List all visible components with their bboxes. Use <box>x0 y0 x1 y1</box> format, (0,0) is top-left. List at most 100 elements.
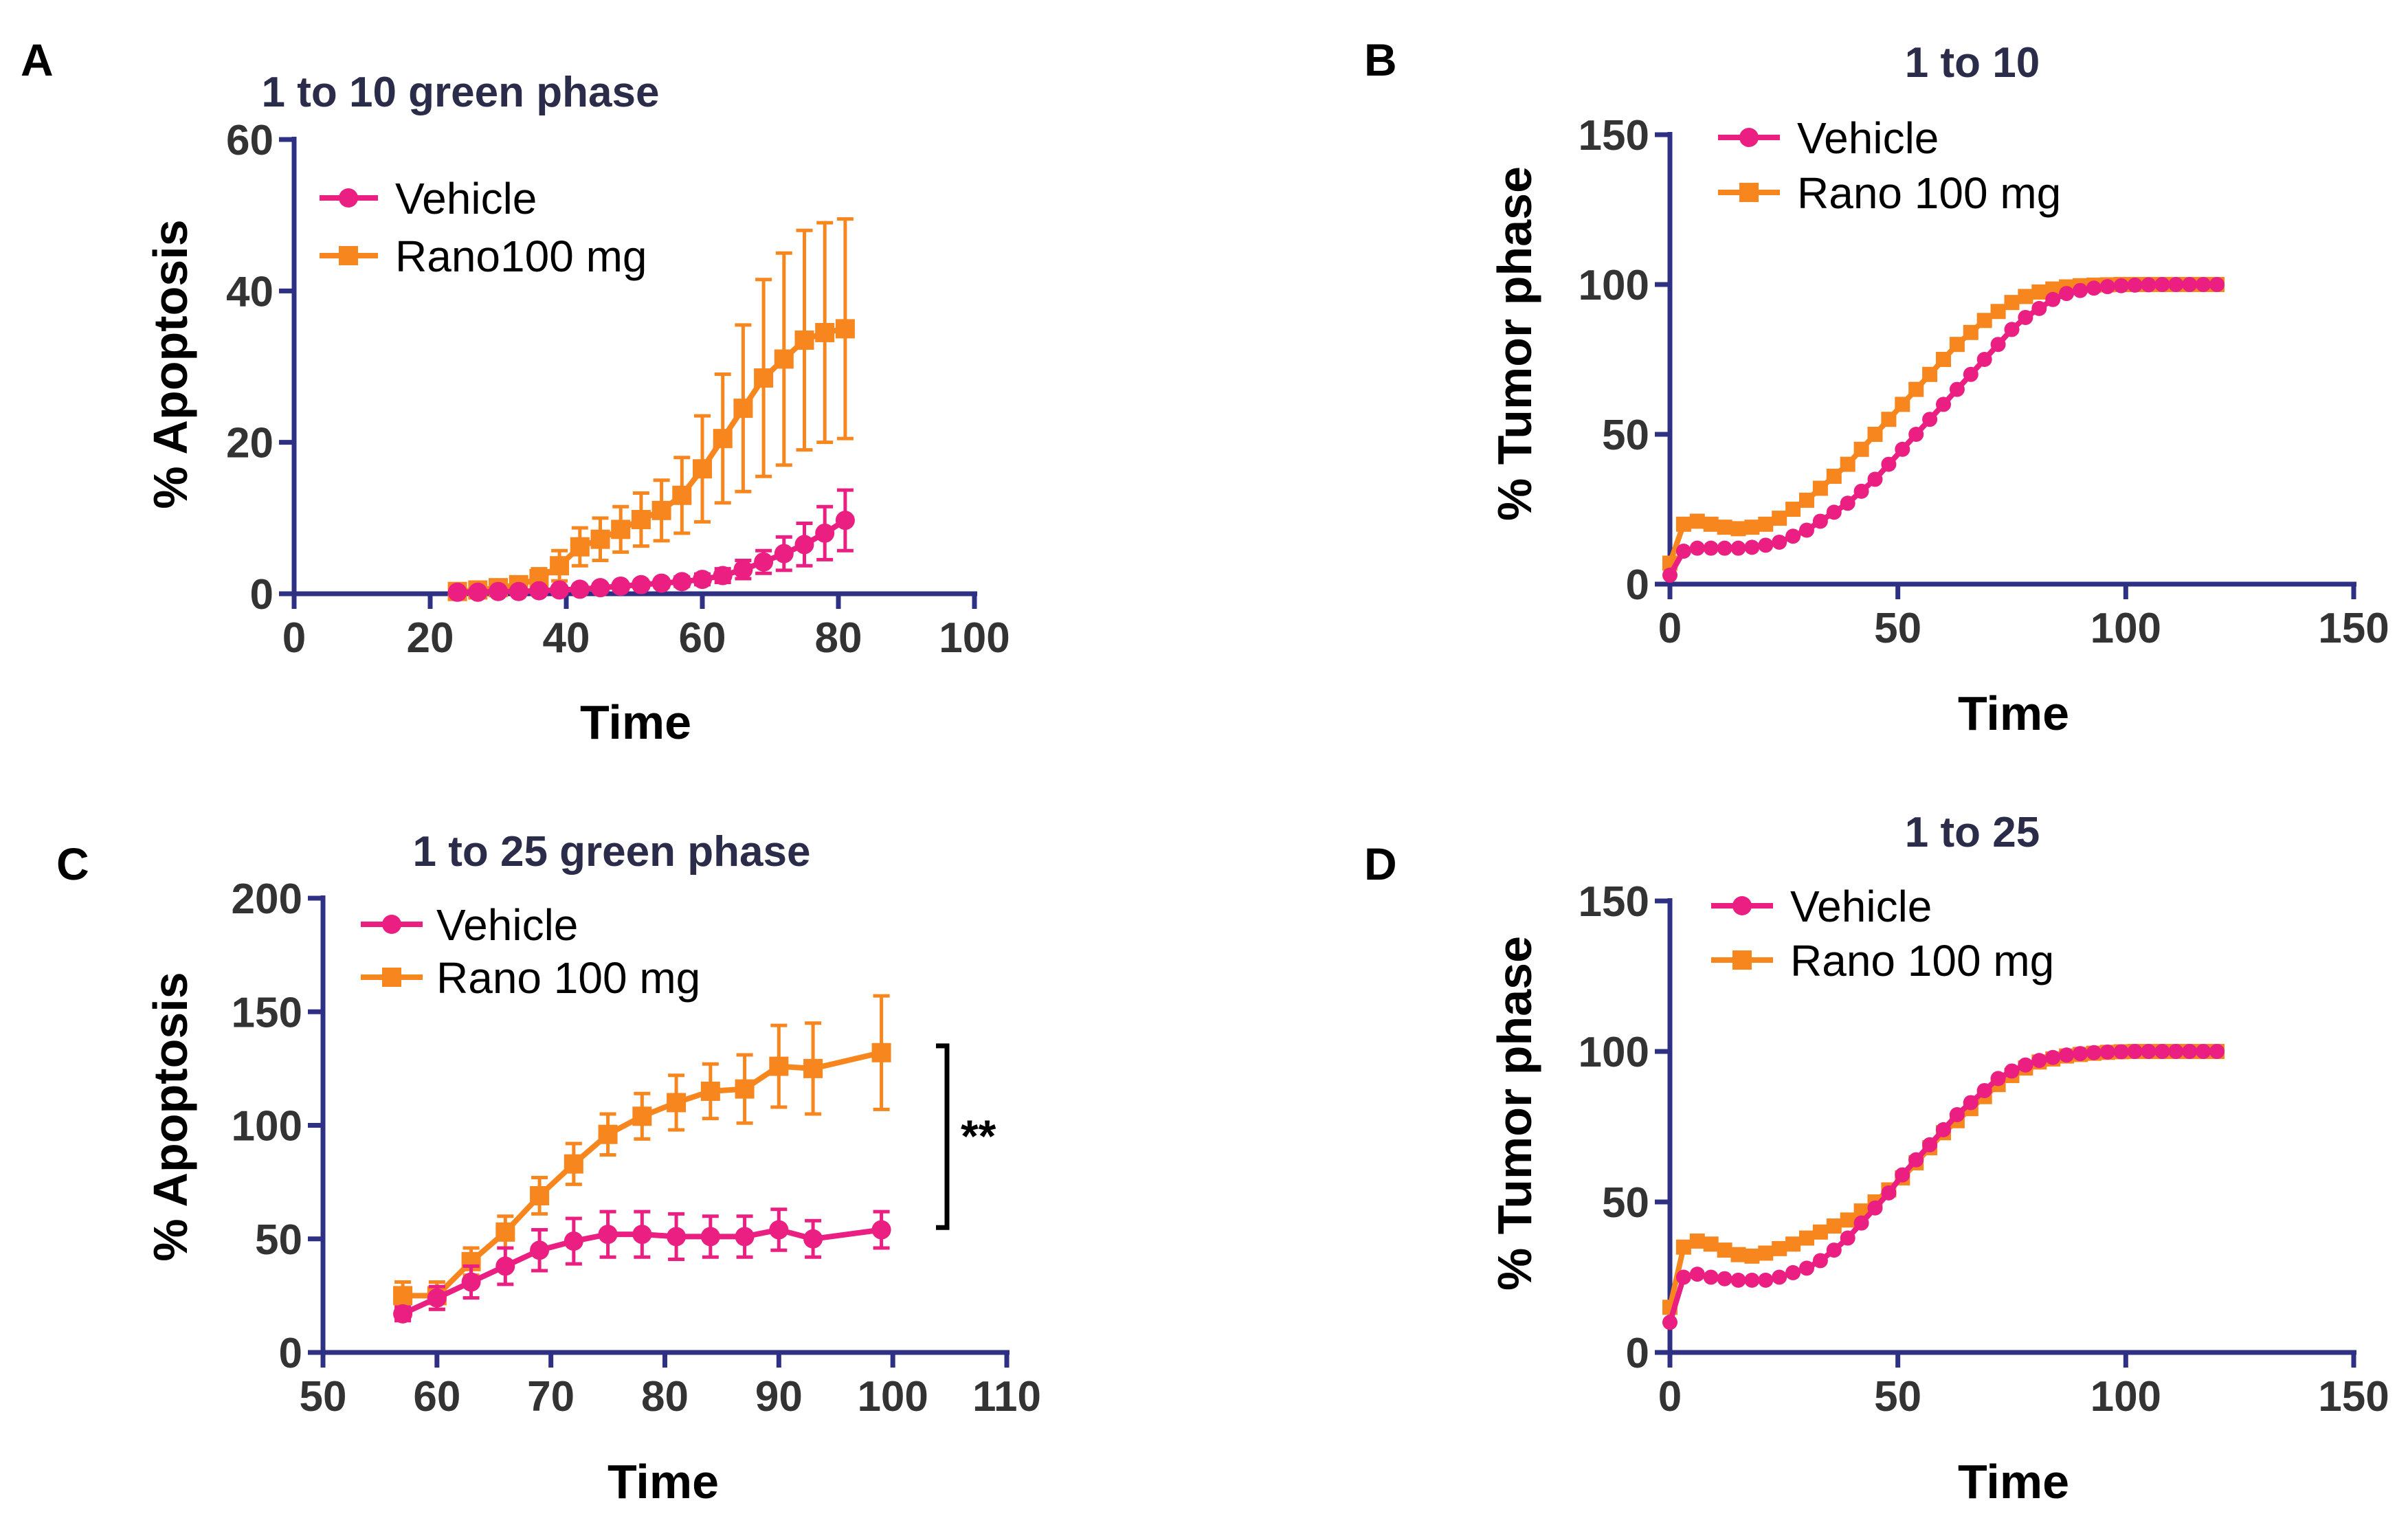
data-point-vehicle <box>2004 322 2020 337</box>
legend-marker-vehicle <box>382 915 401 934</box>
data-point-vehicle <box>774 544 794 564</box>
data-point-vehicle <box>1881 456 1897 472</box>
data-point-vehicle <box>2127 1044 2143 1059</box>
data-point-vehicle <box>2099 279 2115 295</box>
panel-c: C 1 to 25 green phase 50 60 70 80 90 100 11005… <box>56 828 1041 1508</box>
data-point-rano <box>550 556 570 576</box>
panel-b-series <box>1662 277 2225 583</box>
data-point-rano <box>2045 281 2061 297</box>
data-point-vehicle <box>2018 309 2033 325</box>
data-point-vehicle <box>1867 471 1883 487</box>
y-tick-label: 40 <box>226 268 274 315</box>
panel-letter-b: B <box>1364 34 1397 85</box>
data-point-vehicle <box>1717 540 1732 556</box>
significance-bracket <box>936 1043 950 1230</box>
x-tick-label: 50 <box>300 1373 347 1420</box>
legend-label-vehicle: Vehicle <box>1790 882 1932 931</box>
y-tick-label: 100 <box>232 1103 302 1150</box>
data-point-vehicle <box>1853 483 1869 499</box>
data-point-vehicle <box>1689 1267 1705 1282</box>
panel-b-y-axis-label: % Tumor phase <box>1488 166 1541 521</box>
x-tick-label: 0 <box>1658 1373 1682 1420</box>
data-point-rano <box>1703 1236 1719 1252</box>
data-point-rano <box>1990 304 2006 320</box>
data-point-rano <box>1744 1248 1760 1264</box>
panel-a: A 1 to 10 green phase 0 20 40 60 80 100 0 20 40 6… <box>21 34 1010 749</box>
data-point-vehicle <box>1908 427 1924 442</box>
panel-a-series <box>447 217 855 602</box>
data-point-rano <box>803 1058 823 1078</box>
data-point-rano <box>1895 397 1910 412</box>
data-point-rano <box>1730 1247 1746 1262</box>
data-point-rano <box>1689 1233 1705 1249</box>
y-tick-label: 0 <box>250 571 274 618</box>
data-point-vehicle <box>735 1227 755 1247</box>
data-point-vehicle <box>1662 1315 1677 1330</box>
data-point-vehicle <box>632 1225 652 1245</box>
x-tick-label: 60 <box>413 1373 460 1420</box>
data-point-rano <box>713 429 733 449</box>
panel-b-axes: 0 50 100 150 0 50 100 150 <box>1579 112 2389 652</box>
panel-a-legend: Vehicle Rano100 mg <box>320 174 647 281</box>
legend-label-rano: Rano 100 mg <box>1790 936 2054 985</box>
data-point-vehicle <box>1936 1122 1951 1137</box>
data-point-vehicle <box>2154 1044 2170 1059</box>
data-point-vehicle <box>590 578 610 598</box>
panel-a-y-axis-label: % Apoptosis <box>144 219 197 509</box>
legend-marker-rano <box>339 246 358 265</box>
y-tick-label: 60 <box>226 117 274 164</box>
data-point-vehicle <box>1812 513 1828 529</box>
x-tick-label: 100 <box>857 1373 928 1420</box>
data-point-vehicle <box>1895 1167 1910 1183</box>
data-point-vehicle <box>1772 1269 1787 1285</box>
data-point-rano <box>754 368 774 388</box>
data-point-vehicle <box>693 570 712 590</box>
data-point-rano <box>590 529 610 549</box>
data-point-vehicle <box>2154 277 2170 292</box>
data-point-rano <box>1908 381 1924 397</box>
legend-label-rano: Rano100 mg <box>395 232 647 281</box>
data-point-vehicle <box>1662 567 1677 583</box>
data-point-rano <box>1758 516 1774 532</box>
data-point-vehicle <box>2059 286 2075 302</box>
data-point-vehicle <box>2182 1044 2198 1059</box>
x-tick-label: 150 <box>2318 605 2389 652</box>
panel-d-title: 1 to 25 <box>1905 809 2040 856</box>
data-point-vehicle <box>815 523 835 543</box>
data-point-vehicle <box>2127 277 2143 293</box>
y-tick-label: 20 <box>226 420 274 467</box>
panel-c-y-axis-label: % Apoptosis <box>144 972 197 1261</box>
data-point-rano <box>672 485 692 505</box>
data-point-vehicle <box>2113 1044 2129 1060</box>
data-point-vehicle <box>1799 1260 1814 1276</box>
data-point-vehicle <box>2086 1045 2102 1060</box>
data-point-vehicle <box>1758 537 1774 553</box>
data-point-vehicle <box>1963 366 1978 382</box>
data-point-vehicle <box>447 582 467 602</box>
data-point-rano <box>1922 366 1938 382</box>
data-point-rano <box>667 1093 687 1113</box>
data-point-vehicle <box>2031 1053 2047 1069</box>
data-point-vehicle <box>733 559 753 579</box>
y-tick-label: 150 <box>1579 878 1649 926</box>
data-point-rano <box>794 330 814 350</box>
data-point-vehicle <box>1826 504 1842 520</box>
data-point-vehicle <box>1853 1215 1869 1231</box>
data-point-vehicle <box>1675 544 1691 559</box>
data-point-vehicle <box>2045 1049 2061 1065</box>
data-point-vehicle <box>1840 1230 1855 1246</box>
panel-letter-d: D <box>1364 838 1397 889</box>
x-tick-label: 0 <box>282 614 306 662</box>
data-point-vehicle <box>509 581 528 601</box>
data-point-vehicle <box>1744 1272 1760 1288</box>
panel-c-series <box>393 994 891 1324</box>
data-point-vehicle <box>803 1229 823 1249</box>
data-point-vehicle <box>1963 1095 1978 1111</box>
data-point-vehicle <box>2073 1046 2088 1062</box>
data-point-rano <box>631 510 651 530</box>
data-point-rano <box>2018 289 2033 304</box>
legend-label-rano: Rano 100 mg <box>1797 168 2061 218</box>
data-point-vehicle <box>1730 1272 1746 1288</box>
data-point-rano <box>598 1124 618 1144</box>
